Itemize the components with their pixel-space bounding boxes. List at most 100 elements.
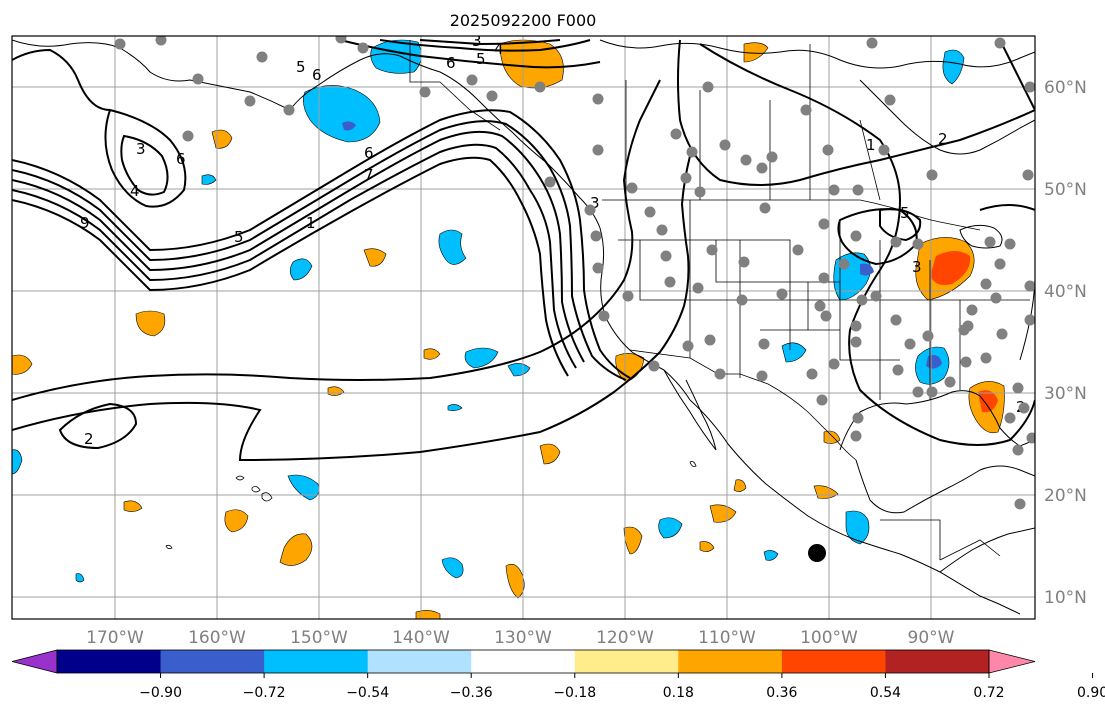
station-dot	[256, 51, 268, 63]
central-america-coast	[939, 527, 1035, 573]
station-dot	[660, 250, 672, 262]
station-dot	[419, 86, 431, 98]
positive-patch	[539, 443, 561, 465]
station-dot	[1022, 169, 1034, 181]
station-dot	[704, 334, 716, 346]
station-dot	[544, 176, 556, 188]
canada-arctic-coast	[599, 39, 1035, 69]
figure-title: 2025092200 F000	[450, 11, 597, 30]
longitude-labels: 170°W 160°W 150°W 140°W 130°W 120°W 110°W 100°W…	[86, 628, 955, 648]
station-dot	[692, 282, 704, 294]
station-dot	[592, 262, 604, 274]
station-dot	[980, 352, 992, 364]
negative-patch	[942, 49, 965, 85]
contour-line	[104, 108, 187, 208]
negative-patch	[447, 404, 463, 411]
station-dot	[822, 144, 834, 156]
contour-label: 6	[364, 144, 374, 162]
colorbar-segment	[574, 650, 679, 673]
colorbar-ticks: −0.90 −0.72 −0.54 −0.36 −0.18 0.18 0.36 0.54 0.7…	[139, 673, 1105, 701]
station-dot	[890, 314, 902, 326]
negative-patch-core	[342, 121, 356, 131]
contour-label: 2	[938, 130, 948, 148]
station-dot	[960, 356, 972, 368]
station-dot	[806, 368, 818, 380]
station-dot	[984, 236, 996, 248]
positive-patch	[505, 563, 525, 599]
negative-patch	[441, 557, 464, 579]
contour-label: 3	[590, 194, 600, 212]
station-dot	[884, 94, 896, 106]
hawaii-island	[251, 486, 261, 493]
colorbar-segment	[264, 650, 369, 673]
contour-label: 5	[296, 58, 306, 76]
station-dot	[758, 338, 770, 350]
station-dot	[626, 182, 638, 194]
station-dot	[994, 258, 1006, 270]
small-island	[165, 544, 173, 550]
station-dot	[1012, 382, 1024, 394]
station-dot	[814, 300, 826, 312]
contour-line	[699, 43, 1035, 446]
contour-line	[12, 79, 661, 401]
colorbar-tick-label: −0.90	[139, 685, 182, 701]
colorbar-tick-label: 0.36	[766, 685, 797, 701]
pacific-islands	[165, 461, 697, 550]
station-dot	[114, 38, 126, 50]
latitude-label: 10°N	[1044, 588, 1087, 608]
us-state-border	[639, 240, 690, 301]
colorbar-extend-high	[988, 649, 1036, 674]
station-dot	[800, 104, 812, 116]
longitude-label: 150°W	[290, 628, 348, 648]
positive-patch	[623, 526, 643, 555]
positive-patch	[709, 504, 737, 523]
contour-label: 5	[234, 228, 244, 246]
station-dot	[890, 236, 902, 248]
station-dot	[1024, 280, 1035, 292]
canada-province-border	[859, 119, 881, 201]
longitude-label: 100°W	[800, 628, 858, 648]
contour-label: 3	[472, 32, 482, 50]
negative-patch	[289, 258, 313, 281]
contour-line	[879, 208, 922, 242]
alaska-coast	[12, 39, 601, 229]
station-dot	[738, 256, 750, 268]
station-dot	[852, 412, 864, 424]
negative-patch	[438, 229, 467, 265]
contour-label: 6	[446, 54, 456, 72]
contour-labels: 5 6 6 5 4 3 4 6 3 1 7 6 9 5 3 1 2 5 3 2 …	[80, 32, 1026, 448]
mexico-west-coast	[689, 399, 1021, 615]
station-dot	[850, 336, 862, 348]
longitude-label: 110°W	[698, 628, 756, 648]
positive-patch-core	[930, 251, 971, 285]
station-dot	[792, 244, 804, 256]
station-dot	[670, 128, 682, 140]
map-frame	[11, 35, 1036, 620]
colorbar-tick-label: 0.18	[663, 685, 694, 701]
positive-patch	[363, 248, 387, 267]
contour-line	[12, 143, 577, 369]
station-dot	[584, 204, 596, 216]
station-dot	[592, 144, 604, 156]
positive-patch	[415, 610, 441, 619]
positive-patch	[12, 354, 33, 375]
contour-line	[120, 134, 169, 196]
latitude-label: 60°N	[1044, 78, 1087, 98]
positive-patch	[733, 479, 747, 492]
latitude-label: 20°N	[1044, 486, 1087, 506]
station-dot	[926, 169, 938, 181]
baja-peninsula	[663, 369, 717, 451]
station-dot	[486, 90, 498, 102]
small-island	[689, 461, 697, 467]
station-dot	[1012, 444, 1024, 456]
contour-label: 6	[312, 66, 322, 84]
station-dot	[1014, 498, 1026, 510]
us-canada-border	[602, 199, 981, 231]
contour-line	[979, 204, 1035, 211]
station-dot	[850, 320, 862, 332]
longitude-label: 170°W	[86, 628, 144, 648]
station-dot	[598, 310, 610, 322]
colorbar-extend-low	[11, 649, 58, 674]
positive-patch	[279, 533, 313, 566]
